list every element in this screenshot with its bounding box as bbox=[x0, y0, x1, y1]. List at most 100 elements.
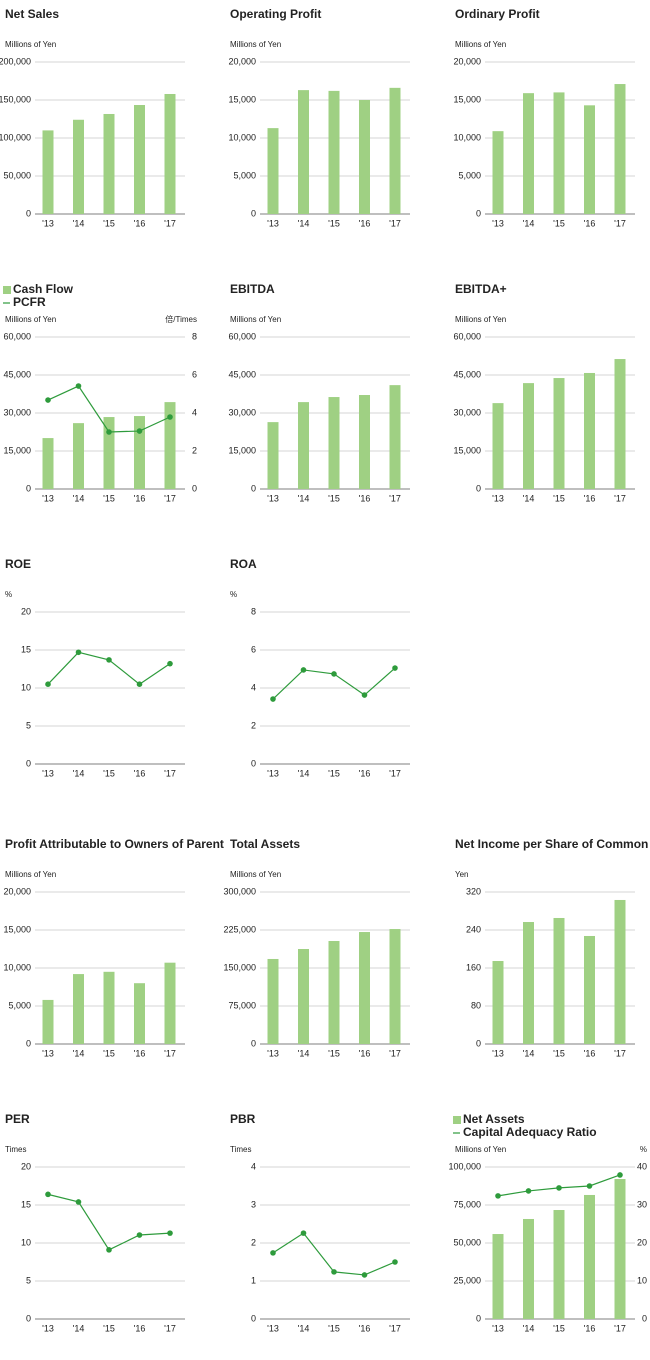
y-axis-unit: Yen bbox=[455, 870, 469, 879]
bar bbox=[298, 90, 309, 214]
point bbox=[331, 671, 337, 677]
point bbox=[270, 696, 276, 702]
x-tick-label: '13 bbox=[42, 768, 54, 778]
x-tick-label: '14 bbox=[73, 768, 85, 778]
x-tick-label: '17 bbox=[389, 1323, 401, 1333]
x-tick-label: '17 bbox=[164, 218, 176, 228]
y2-axis-unit: 倍/Times bbox=[165, 314, 197, 324]
y-tick-label: 0 bbox=[251, 483, 256, 493]
x-tick-label: '17 bbox=[164, 1323, 176, 1333]
bar bbox=[134, 105, 145, 214]
point bbox=[75, 1199, 82, 1205]
point bbox=[495, 1193, 501, 1199]
x-tick-label: '15 bbox=[553, 1048, 565, 1058]
y-tick-label: 200,000 bbox=[0, 56, 31, 66]
x-tick-label: '14 bbox=[298, 493, 310, 503]
x-tick-label: '15 bbox=[103, 218, 115, 228]
chart-title: Net Sales bbox=[5, 7, 59, 21]
y-tick-label: 225,000 bbox=[223, 924, 256, 934]
y-axis-unit: Millions of Yen bbox=[230, 40, 281, 49]
y-axis-unit: Millions of Yen bbox=[230, 870, 281, 879]
chart-title: EBITDA+ bbox=[455, 282, 507, 296]
y-tick-label: 0 bbox=[476, 1038, 481, 1048]
y2-tick-label: 40 bbox=[637, 1161, 647, 1171]
y2-tick-label: 0 bbox=[642, 1313, 647, 1323]
x-tick-label: '15 bbox=[553, 493, 565, 503]
x-tick-label: '15 bbox=[103, 768, 115, 778]
x-tick-label: '17 bbox=[164, 768, 176, 778]
y-tick-label: 5,000 bbox=[233, 170, 256, 180]
point bbox=[525, 1188, 532, 1194]
y-axis-unit: Millions of Yen bbox=[5, 870, 56, 879]
bar bbox=[267, 422, 279, 489]
x-tick-label: '17 bbox=[614, 1323, 626, 1333]
y-tick-label: 60,000 bbox=[3, 331, 31, 341]
y-tick-label: 45,000 bbox=[3, 369, 31, 379]
y-tick-label: 4 bbox=[251, 1161, 256, 1171]
point bbox=[270, 1250, 276, 1256]
bar bbox=[359, 932, 370, 1044]
y-tick-label: 5 bbox=[26, 720, 31, 730]
x-tick-label: '14 bbox=[73, 218, 85, 228]
bar bbox=[164, 402, 176, 489]
y2-tick-label: 4 bbox=[192, 407, 197, 417]
point bbox=[361, 1272, 368, 1278]
x-tick-label: '13 bbox=[492, 493, 504, 503]
y-tick-label: 20 bbox=[21, 606, 31, 616]
x-tick-label: '14 bbox=[73, 493, 85, 503]
x-tick-label: '13 bbox=[267, 218, 279, 228]
bar bbox=[42, 438, 54, 489]
bar bbox=[553, 1210, 565, 1319]
y-axis-unit: Millions of Yen bbox=[5, 315, 56, 324]
point bbox=[167, 1230, 173, 1236]
x-tick-label: '17 bbox=[389, 768, 401, 778]
y-tick-label: 160 bbox=[466, 962, 481, 972]
x-tick-label: '15 bbox=[553, 218, 565, 228]
y-axis-unit: % bbox=[5, 590, 12, 599]
y-tick-label: 50,000 bbox=[453, 1237, 481, 1247]
x-tick-label: '13 bbox=[267, 493, 279, 503]
y-tick-label: 15,000 bbox=[453, 94, 481, 104]
x-tick-label: '14 bbox=[298, 768, 310, 778]
y-tick-label: 0 bbox=[251, 758, 256, 768]
bar bbox=[134, 416, 145, 489]
chart-title: PBR bbox=[230, 1112, 256, 1126]
y-tick-label: 10,000 bbox=[453, 132, 481, 142]
legend-label: Capital Adequacy Ratio bbox=[463, 1125, 597, 1139]
y-axis-unit: Millions of Yen bbox=[455, 315, 506, 324]
bar bbox=[614, 84, 626, 214]
y-tick-label: 0 bbox=[26, 1313, 31, 1323]
x-tick-label: '16 bbox=[359, 218, 371, 228]
legend-swatch bbox=[453, 1116, 461, 1124]
y-tick-label: 300,000 bbox=[223, 886, 256, 896]
point bbox=[45, 681, 51, 687]
y-tick-label: 3 bbox=[251, 1199, 256, 1209]
x-tick-label: '14 bbox=[73, 1323, 85, 1333]
x-tick-label: '15 bbox=[103, 1048, 115, 1058]
point bbox=[75, 649, 82, 656]
y2-tick-label: 6 bbox=[192, 369, 197, 379]
x-tick-label: '17 bbox=[164, 493, 176, 503]
point bbox=[106, 657, 112, 663]
bar bbox=[523, 1218, 534, 1319]
y-tick-label: 15,000 bbox=[228, 94, 256, 104]
point bbox=[361, 692, 368, 698]
point bbox=[106, 429, 112, 435]
x-tick-label: '13 bbox=[42, 1323, 54, 1333]
x-tick-label: '15 bbox=[103, 493, 115, 503]
y-tick-label: 0 bbox=[26, 483, 31, 493]
bar bbox=[584, 935, 595, 1044]
bar bbox=[523, 93, 534, 214]
bar bbox=[328, 90, 340, 214]
y-tick-label: 10,000 bbox=[3, 962, 31, 972]
y-tick-label: 0 bbox=[251, 1038, 256, 1048]
y-tick-label: 10 bbox=[21, 1237, 31, 1247]
bar bbox=[267, 958, 279, 1044]
x-tick-label: '17 bbox=[389, 218, 401, 228]
point bbox=[300, 667, 307, 673]
point bbox=[331, 1269, 337, 1275]
x-tick-label: '16 bbox=[359, 1048, 371, 1058]
y-tick-label: 50,000 bbox=[3, 170, 31, 180]
bar bbox=[523, 383, 534, 489]
